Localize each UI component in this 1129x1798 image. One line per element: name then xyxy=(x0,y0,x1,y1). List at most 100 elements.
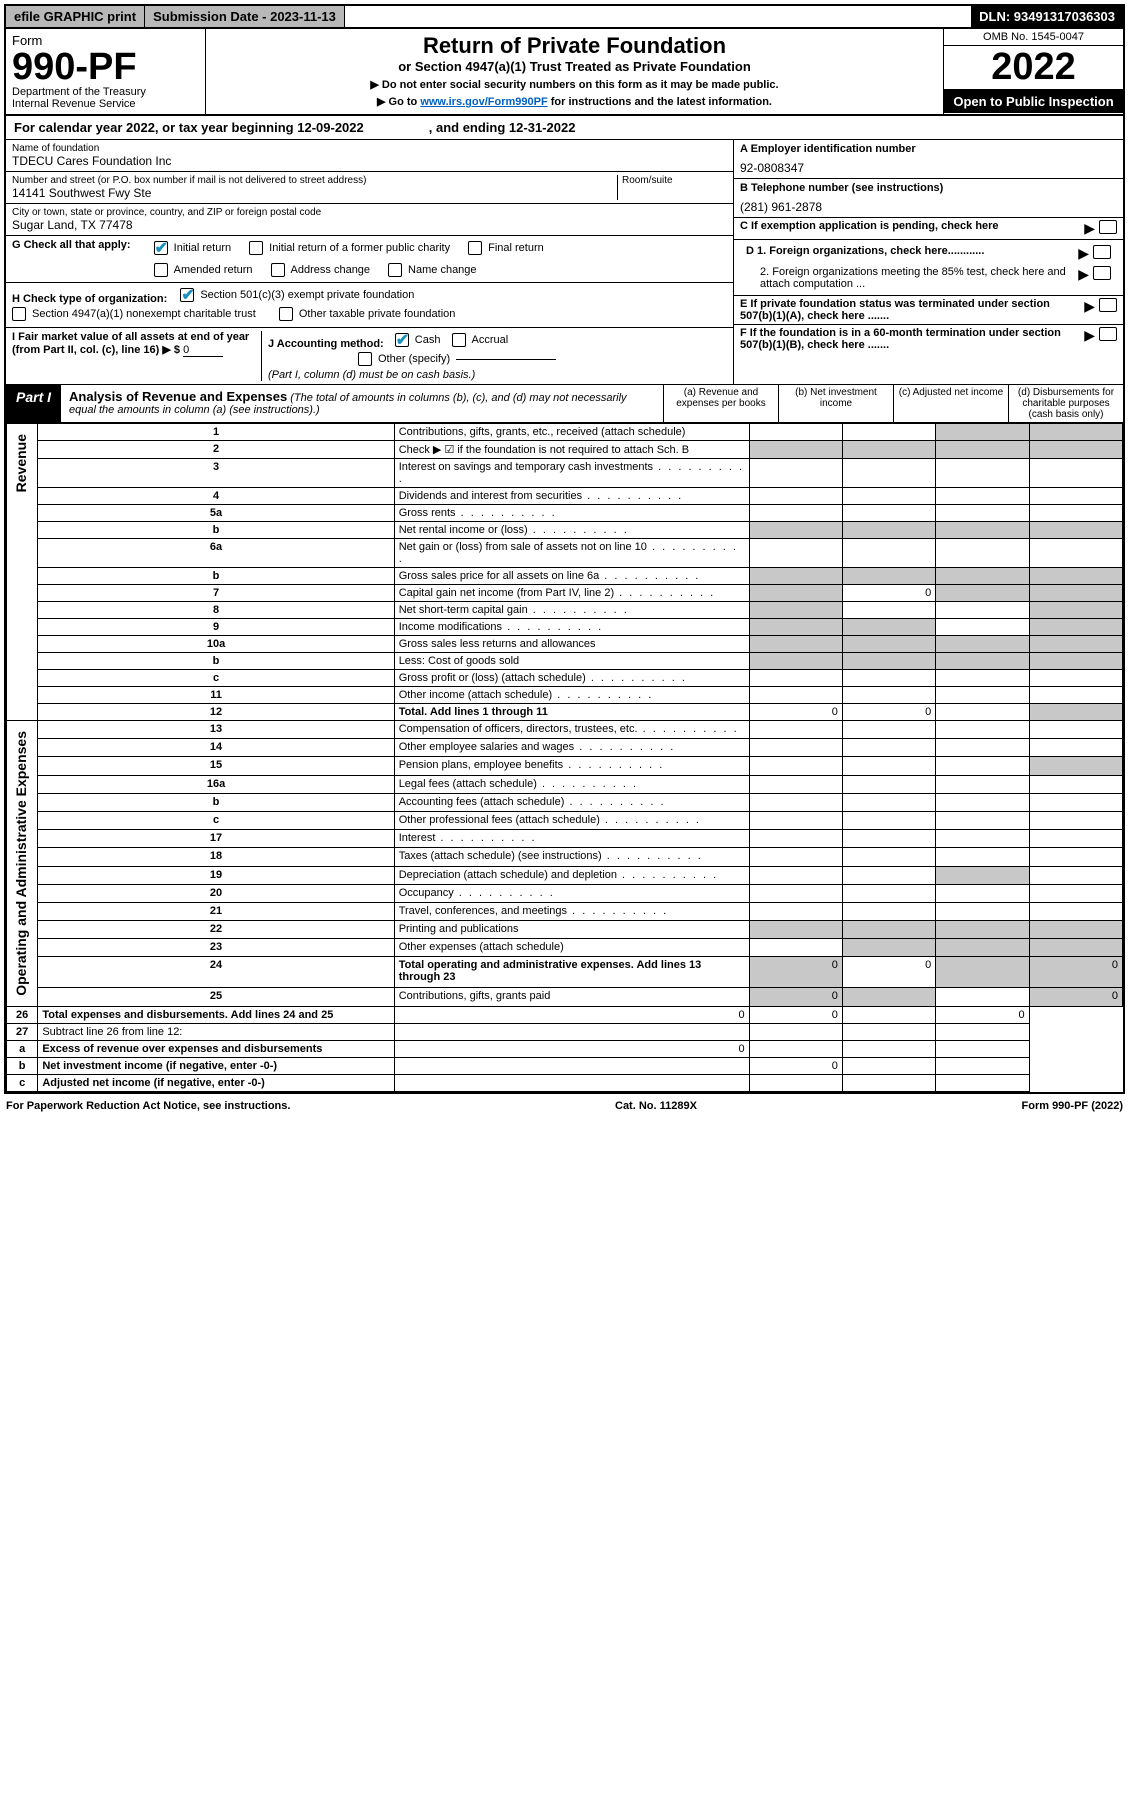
irs-link[interactable]: www.irs.gov/Form990PF xyxy=(420,96,547,108)
line-desc: Depreciation (attach schedule) and deple… xyxy=(394,866,749,884)
col-c-value xyxy=(936,585,1029,602)
col-d-value xyxy=(1029,602,1122,619)
col-d-value xyxy=(1029,848,1122,866)
j-other[interactable]: Other (specify) xyxy=(358,350,556,368)
col-a-hdr: (a) Revenue and expenses per books xyxy=(663,385,778,422)
checkbox-icon xyxy=(271,263,285,277)
header-left: Form 990-PF Department of the Treasury I… xyxy=(6,29,206,114)
col-d-value xyxy=(936,1040,1029,1057)
irs-label: Internal Revenue Service xyxy=(12,98,199,110)
col-d-value xyxy=(1029,721,1122,739)
col-a-value xyxy=(749,602,842,619)
calendar-year-row: For calendar year 2022, or tax year begi… xyxy=(6,116,1123,140)
table-row: 19 Depreciation (attach schedule) and de… xyxy=(7,866,1123,884)
col-d-value xyxy=(1029,902,1122,920)
col-a-value: 0 xyxy=(394,1040,749,1057)
room-label: Room/suite xyxy=(622,175,727,186)
col-c-value xyxy=(936,636,1029,653)
d2-checkbox[interactable] xyxy=(1093,266,1111,280)
line-number: 21 xyxy=(38,902,394,920)
table-row: c Gross profit or (loss) (attach schedul… xyxy=(7,670,1123,687)
form-subtitle: or Section 4947(a)(1) Trust Treated as P… xyxy=(216,59,933,74)
col-c-value xyxy=(936,902,1029,920)
g-address[interactable]: Address change xyxy=(271,261,371,279)
col-a-value xyxy=(749,866,842,884)
line-number: c xyxy=(38,811,394,829)
col-b-value xyxy=(842,636,935,653)
col-a-value: 0 xyxy=(749,957,842,988)
line-desc: Accounting fees (attach schedule) xyxy=(394,793,749,811)
checkbox-icon xyxy=(249,241,263,255)
col-b-value xyxy=(842,522,935,539)
info-right: A Employer identification number 92-0808… xyxy=(733,140,1123,384)
h-4947[interactable]: Section 4947(a)(1) nonexempt charitable … xyxy=(12,305,256,323)
line-desc: Printing and publications xyxy=(394,921,749,939)
c-label: C If exemption application is pending, c… xyxy=(740,220,1080,232)
line-desc: Gross sales less returns and allowances xyxy=(394,636,749,653)
f-checkbox[interactable] xyxy=(1099,327,1117,341)
col-a-value xyxy=(749,793,842,811)
col-b-value xyxy=(842,757,935,775)
h-other[interactable]: Other taxable private foundation xyxy=(279,305,456,323)
col-c-value xyxy=(936,602,1029,619)
col-a-value xyxy=(749,619,842,636)
col-a-value xyxy=(749,775,842,793)
col-d-value xyxy=(1029,522,1122,539)
d1-checkbox[interactable] xyxy=(1093,245,1111,259)
col-a-value xyxy=(749,884,842,902)
col-c-value xyxy=(936,939,1029,957)
line-desc: Gross sales price for all assets on line… xyxy=(394,568,749,585)
table-row: 6a Net gain or (loss) from sale of asset… xyxy=(7,539,1123,568)
table-row: 16a Legal fees (attach schedule) xyxy=(7,775,1123,793)
expenses-label: Operating and Administrative Expenses xyxy=(11,723,31,1004)
line-number: 26 xyxy=(7,1006,38,1023)
col-a-value xyxy=(749,568,842,585)
col-b-value xyxy=(842,988,935,1006)
foundation-name: TDECU Cares Foundation Inc xyxy=(12,154,727,168)
col-b-value xyxy=(842,848,935,866)
col-d-value xyxy=(936,1057,1029,1074)
line-number: b xyxy=(38,793,394,811)
c-checkbox[interactable] xyxy=(1099,220,1117,234)
line-desc: Contributions, gifts, grants paid xyxy=(394,988,749,1006)
col-b-value xyxy=(842,619,935,636)
e-checkbox[interactable] xyxy=(1099,298,1117,312)
g-initial-former[interactable]: Initial return of a former public charit… xyxy=(249,239,450,257)
col-c-value xyxy=(936,739,1029,757)
col-c-value xyxy=(936,522,1029,539)
f-label: F If the foundation is in a 60-month ter… xyxy=(740,327,1080,351)
col-b-value: 0 xyxy=(842,704,935,721)
col-a-value xyxy=(749,902,842,920)
dln-label: DLN: 93491317036303 xyxy=(971,6,1123,27)
table-row: 25 Contributions, gifts, grants paid 0 0 xyxy=(7,988,1123,1006)
j-cash[interactable]: Cash xyxy=(395,331,441,349)
line-desc: Gross profit or (loss) (attach schedule) xyxy=(394,670,749,687)
col-c-value xyxy=(936,884,1029,902)
col-c-value xyxy=(936,830,1029,848)
col-b-value xyxy=(842,539,935,568)
g-final[interactable]: Final return xyxy=(468,239,544,257)
col-d-value xyxy=(1029,636,1122,653)
col-b-value xyxy=(842,568,935,585)
line-desc: Pension plans, employee benefits xyxy=(394,757,749,775)
line-number: 11 xyxy=(38,687,394,704)
table-row: 18 Taxes (attach schedule) (see instruct… xyxy=(7,848,1123,866)
note2-post: for instructions and the latest informat… xyxy=(548,96,772,108)
j-accrual[interactable]: Accrual xyxy=(452,331,509,349)
cy-pre: For calendar year 2022, or tax year begi… xyxy=(14,120,297,135)
d-cell: D 1. Foreign organizations, check here..… xyxy=(734,240,1123,296)
col-c-value xyxy=(936,988,1029,1006)
g-initial-return[interactable]: Initial return xyxy=(154,239,231,257)
table-row: 3 Interest on savings and temporary cash… xyxy=(7,459,1123,488)
col-c-value xyxy=(936,793,1029,811)
g-name[interactable]: Name change xyxy=(388,261,477,279)
col-b-value xyxy=(842,441,935,459)
g-amended[interactable]: Amended return xyxy=(154,261,253,279)
j-label: J Accounting method: xyxy=(268,338,384,350)
info-grid: Name of foundation TDECU Cares Foundatio… xyxy=(6,140,1123,385)
table-row: 26 Total expenses and disbursements. Add… xyxy=(7,1006,1123,1023)
col-d-value xyxy=(1029,459,1122,488)
col-c-value xyxy=(936,957,1029,988)
col-c-value xyxy=(936,921,1029,939)
h-501c3[interactable]: Section 501(c)(3) exempt private foundat… xyxy=(180,286,414,304)
